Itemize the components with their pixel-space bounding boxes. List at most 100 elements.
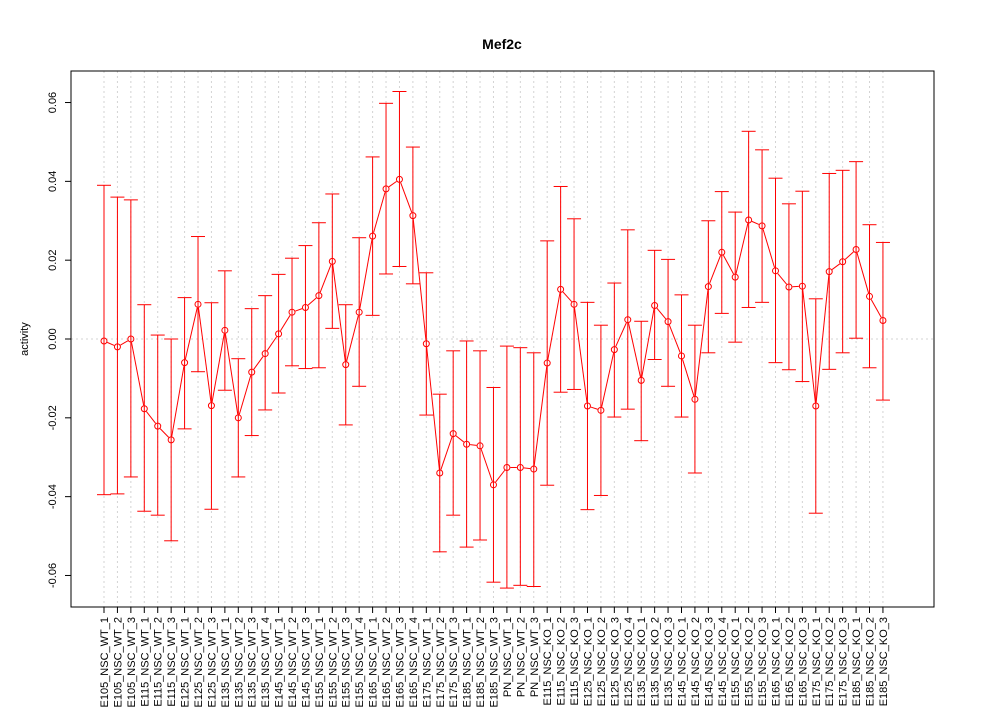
x-tick-label: E185_NSC_WT_2	[475, 617, 487, 708]
series-line-segment	[777, 273, 788, 285]
plot-frame	[70, 70, 935, 608]
x-tick-label: E155_NSC_KO_1	[730, 617, 742, 706]
x-tick-label: E185_NSC_KO_1	[851, 617, 863, 706]
series-line-segment	[547, 292, 561, 360]
data-point	[167, 436, 175, 444]
series-line-segment	[523, 467, 531, 470]
x-tick-label: E165_NSC_KO_1	[771, 617, 783, 706]
series-line-segment	[641, 308, 655, 378]
data-point	[369, 232, 377, 240]
x-tick-label: E185_NSC_WT_3	[488, 617, 500, 708]
series-line-segment	[802, 289, 816, 403]
y-tick-label: 0.00	[47, 328, 59, 349]
data-point	[651, 302, 659, 309]
series-line-segment	[211, 333, 225, 403]
x-axis: E105_NSC_WT_1 E105_NSC_WT_2 E105_NSC_WT_3 E…	[99, 607, 890, 708]
series-line-segment	[359, 239, 373, 309]
series-line-segment	[171, 366, 185, 437]
x-tick-label: E165_NSC_KO_2	[784, 617, 796, 706]
y-axis-label: activity	[19, 322, 31, 356]
series-line-segment	[307, 297, 317, 306]
data-point	[866, 292, 874, 300]
data-point	[516, 463, 524, 471]
data-point	[879, 316, 887, 324]
x-tick-label: E145_NSC_WT_2	[287, 617, 299, 708]
series-line-segment	[197, 307, 212, 403]
series-line-segment	[455, 435, 465, 443]
x-tick-label: E185_NSC_WT_1	[462, 617, 474, 708]
data-point	[476, 442, 484, 450]
data-point	[221, 326, 229, 334]
series-line-segment	[426, 347, 440, 470]
x-tick-label: E135_NSC_WT_1	[220, 617, 232, 708]
x-tick-label: E155_NSC_WT_3	[341, 617, 353, 708]
x-tick-label: E125_NSC_KO_4	[623, 617, 635, 706]
series-line-segment	[656, 307, 667, 320]
data-point	[570, 300, 578, 308]
series-line-segment	[723, 255, 734, 275]
series-line-segment	[440, 436, 453, 470]
x-tick-label: E165_NSC_WT_4	[408, 617, 420, 708]
data-point	[422, 340, 430, 348]
series-line-segment	[615, 322, 627, 347]
data-point	[154, 422, 162, 430]
series-line-segment	[870, 299, 882, 318]
series-line-segment	[562, 291, 573, 303]
data-point	[275, 330, 283, 338]
x-tick-label: E135_NSC_KO_2	[650, 617, 662, 706]
series-line-segment	[131, 342, 145, 406]
y-tick-label: -0.04	[47, 484, 59, 509]
series-line-segment	[601, 352, 615, 408]
data-point	[436, 469, 444, 477]
x-tick-label: E115_NSC_WT_3	[166, 617, 178, 707]
series-line-segment	[480, 448, 493, 482]
series-line-segment	[107, 341, 115, 346]
data-point	[127, 335, 135, 343]
data-point	[543, 359, 551, 367]
series-line-segment	[280, 314, 291, 332]
data-point	[301, 303, 309, 311]
data-point	[248, 368, 256, 376]
x-tick-label: E145_NSC_KO_3	[703, 617, 715, 706]
data-point	[194, 300, 202, 308]
x-tick-label: E105_NSC_WT_3	[126, 617, 138, 708]
x-tick-label: E115_NSC_KO_1	[542, 617, 554, 705]
x-tick-label: E165_NSC_WT_3	[394, 617, 406, 708]
x-tick-label: E175_NSC_WT_2	[435, 617, 447, 708]
data-point	[355, 308, 363, 316]
data-point	[610, 346, 618, 354]
x-tick-label: E115_NSC_KO_2	[556, 617, 568, 705]
series-line-segment	[709, 255, 721, 284]
series-line-segment	[319, 264, 332, 293]
data-point	[181, 359, 189, 367]
series-line-segment	[346, 315, 359, 362]
x-tick-label: E135_NSC_WT_4	[260, 617, 272, 708]
series-line-segment	[266, 336, 278, 351]
x-tick-label: E135_NSC_KO_1	[636, 617, 648, 706]
y-tick-label: 0.04	[47, 171, 59, 192]
data-point	[328, 257, 336, 265]
data-point	[100, 337, 108, 345]
x-tick-label: E165_NSC_WT_1	[368, 617, 380, 708]
series	[97, 90, 890, 589]
data-point	[342, 361, 350, 369]
series-line-segment	[495, 469, 506, 483]
series-line-segment	[574, 307, 588, 403]
x-tick-label: E175_NSC_KO_1	[811, 617, 823, 706]
x-tick-label: PN_NSC_WT_3	[529, 617, 541, 697]
series-line-segment	[628, 322, 641, 378]
data-point	[449, 430, 457, 438]
data-point	[234, 414, 242, 422]
x-tick-label: E125_NSC_WT_1	[180, 617, 192, 708]
series-line-segment	[184, 307, 198, 360]
grid	[71, 71, 934, 607]
y-tick-label: -0.06	[47, 563, 59, 588]
data-point	[812, 402, 820, 410]
x-tick-label: PN_NSC_WT_2	[515, 617, 527, 697]
data-point	[463, 440, 471, 448]
x-tick-label: E175_NSC_KO_2	[824, 617, 836, 706]
x-tick-label: E145_NSC_KO_2	[690, 617, 702, 706]
x-tick-label: E125_NSC_WT_2	[193, 617, 205, 708]
data-point	[785, 283, 793, 291]
series-line-segment	[146, 411, 156, 424]
